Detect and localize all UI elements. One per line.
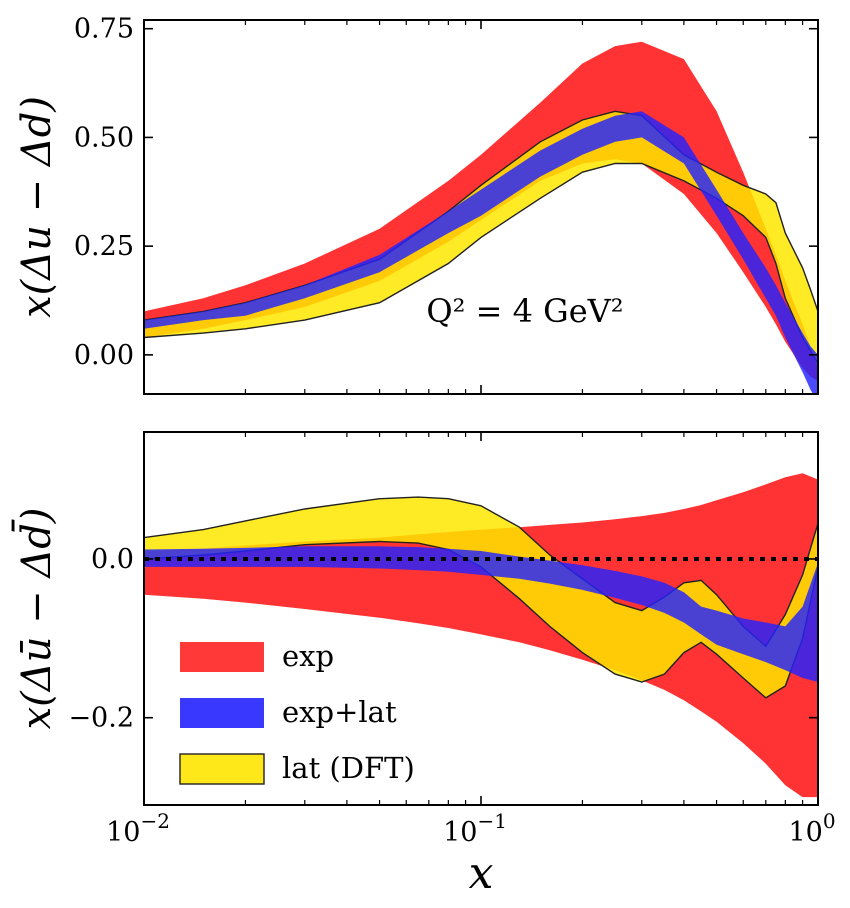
y-tick-label: 0.25 <box>74 231 134 262</box>
y-tick-label: 0.0 <box>91 544 134 575</box>
bottom-ticks: −0.2 0.0 10−2 10−1 100 <box>68 432 836 848</box>
band-lat-dft <box>144 110 818 366</box>
y-tick-label: −0.2 <box>68 703 134 734</box>
top-bands <box>144 41 818 394</box>
legend-swatch <box>179 753 265 785</box>
legend-label: exp <box>282 639 334 673</box>
band-exp-lat <box>144 546 818 682</box>
bottom-frame <box>143 431 819 806</box>
x-tick-label: 10−1 <box>443 809 507 848</box>
q2-annotation: Q² = 4 GeV² <box>426 292 623 330</box>
legend-label: exp+lat <box>282 695 397 729</box>
x-axis-label: x <box>469 848 494 899</box>
legend-swatch <box>180 642 264 672</box>
top-y-axis-label: x(Δu − Δd) <box>14 96 60 318</box>
top-frame <box>143 19 819 395</box>
bottom-y-axis-label: x(Δū − Δd̄) <box>11 508 60 730</box>
legend-swatch <box>180 698 264 728</box>
bottom-bands <box>144 473 818 798</box>
y-tick-label: 0.75 <box>74 14 134 45</box>
bottom-panel: −0.2 0.0 10−2 10−1 100 x(Δū − Δd̄) x exp exp+… <box>11 431 836 899</box>
y-tick-label: 0.00 <box>74 340 134 371</box>
x-tick-label: 100 <box>788 809 835 848</box>
legend-label: lat (DFT) <box>282 751 415 785</box>
y-tick-label: 0.50 <box>74 122 134 153</box>
top-panel: 0.00 0.25 0.50 0.75 Q² = 4 GeV² x(Δu − Δd) <box>14 14 819 395</box>
top-ticks: 0.00 0.25 0.50 0.75 <box>74 14 819 394</box>
x-tick-label: 10−2 <box>106 809 170 848</box>
legend: exp exp+lat lat (DFT) <box>179 639 415 785</box>
